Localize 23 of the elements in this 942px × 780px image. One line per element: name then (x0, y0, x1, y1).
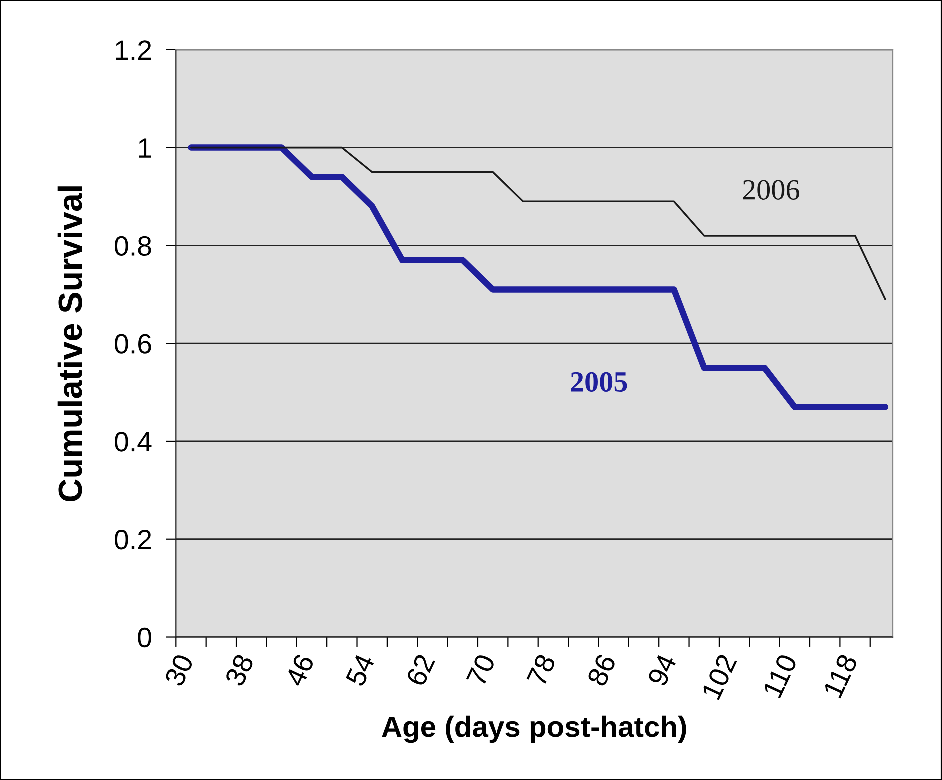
y-axis-title: Cumulative Survival (58, 186, 82, 502)
y-tick-label: 1.2 (116, 40, 152, 60)
x-tick-label: 110 (762, 653, 798, 699)
series-label: 2006 (743, 180, 800, 200)
x-tick-label: 62 (406, 653, 436, 688)
x-tick-label: 102 (701, 653, 738, 701)
y-tick-label: 0 (138, 628, 152, 648)
text: 2005 (571, 372, 628, 392)
x-tick-label: 30 (164, 653, 194, 688)
x-tick-label: 78 (526, 653, 556, 688)
x-axis-title: Age (days post-hatch) (382, 716, 686, 744)
y-tick-label: 0.4 (115, 432, 152, 452)
y-tick-label: 1 (139, 138, 152, 158)
x-tick-label: 46 (284, 653, 315, 688)
x-tick-label: 86 (586, 653, 617, 688)
y-tick-label: 0.2 (115, 530, 152, 550)
x-tick-label: 38 (224, 653, 255, 688)
y-tick-label: 0.6 (115, 334, 152, 354)
x-tick-label: 118 (823, 653, 858, 699)
x-tick-label: 54 (346, 653, 376, 688)
y-tick-label: 0.8 (115, 236, 152, 256)
x-tick-label: 70 (466, 653, 496, 688)
x-tick-label: 94 (647, 652, 678, 688)
